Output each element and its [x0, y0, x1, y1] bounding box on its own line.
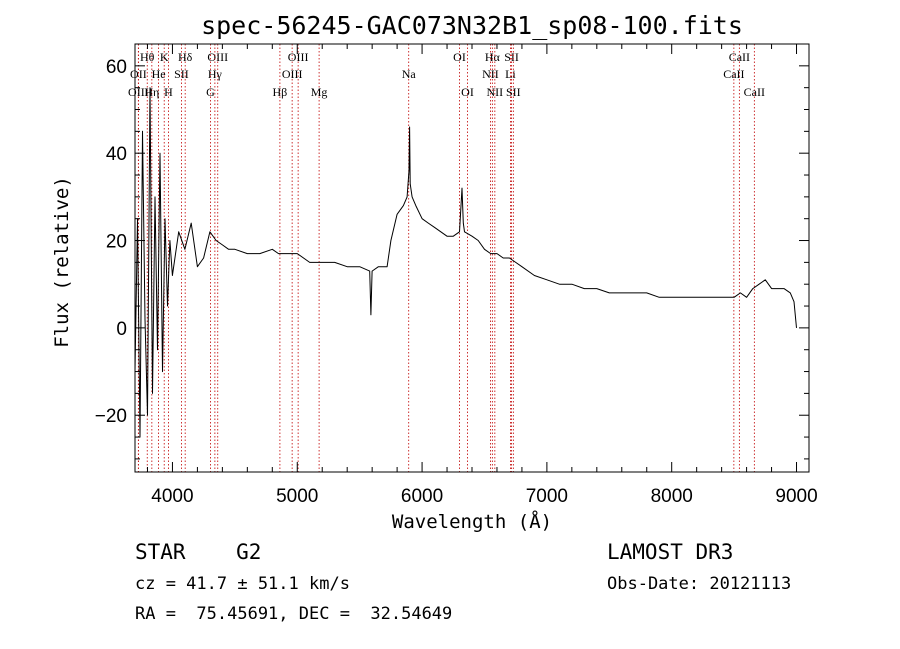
- x-tick-label: 8000: [651, 486, 693, 507]
- line-label: SII: [506, 85, 521, 99]
- line-label: Li: [505, 67, 516, 81]
- x-tick-label: 4000: [151, 486, 193, 507]
- line-label: CaII: [729, 50, 750, 64]
- redshift-cz: cz = 41.7 ± 51.1 km/s: [135, 574, 350, 594]
- line-label: Hβ: [273, 85, 288, 99]
- object-class: STAR G2: [135, 540, 261, 564]
- y-axis: −20 0 20 40 60: [95, 57, 809, 460]
- y-tick-label: 40: [106, 144, 127, 165]
- ra-dec: RA = 75.45691, DEC = 32.54649: [135, 604, 452, 624]
- line-label: Hδ: [178, 50, 193, 64]
- y-tick-label: 20: [106, 232, 127, 253]
- line-label: G: [206, 85, 215, 99]
- line-label: OIII: [128, 85, 149, 99]
- line-label: OI: [453, 50, 466, 64]
- line-label: OIII: [282, 67, 303, 81]
- plot-frame: [134, 43, 810, 473]
- line-label: CaII: [744, 85, 765, 99]
- spectrum-line-0: [134, 87, 797, 438]
- x-tick-label: 9000: [775, 486, 817, 507]
- line-label: OII: [130, 67, 147, 81]
- line-label: SII: [174, 67, 189, 81]
- x-axis-label: Wavelength (Å): [392, 510, 552, 533]
- y-axis-label: Flux (relative): [51, 176, 73, 348]
- line-label: H: [164, 85, 173, 99]
- survey-name: LAMOST DR3: [607, 540, 733, 564]
- x-tick-label: 6000: [401, 486, 443, 507]
- x-axis: 4000 5000 6000 7000 8000 9000: [146, 44, 818, 507]
- line-label: Hη: [144, 85, 159, 99]
- chart-title: spec-56245-GAC073N32B1_sp08-100.fits: [201, 11, 743, 40]
- line-label: Hα: [485, 50, 501, 64]
- line-label: OIII: [207, 50, 228, 64]
- y-tick-label: −20: [95, 406, 127, 427]
- line-label: Hθ: [140, 50, 155, 64]
- observation-date: Obs-Date: 20121113: [607, 574, 791, 594]
- line-label: CaII: [723, 67, 744, 81]
- x-tick-label: 5000: [276, 486, 318, 507]
- line-label: Na: [402, 67, 417, 81]
- line-label: NII: [487, 85, 504, 99]
- line-label: He: [152, 67, 166, 81]
- line-label: Mg: [311, 85, 328, 99]
- line-label: OI: [461, 85, 474, 99]
- line-label: K: [160, 50, 169, 64]
- line-label: Hγ: [208, 67, 223, 81]
- line-label: OIII: [288, 50, 309, 64]
- line-label: SII: [504, 50, 519, 64]
- y-tick-label: 0: [116, 319, 127, 340]
- spectrum-series: [134, 87, 797, 438]
- y-tick-label: 60: [106, 57, 127, 78]
- line-label: NII: [482, 67, 499, 81]
- x-tick-label: 7000: [526, 486, 568, 507]
